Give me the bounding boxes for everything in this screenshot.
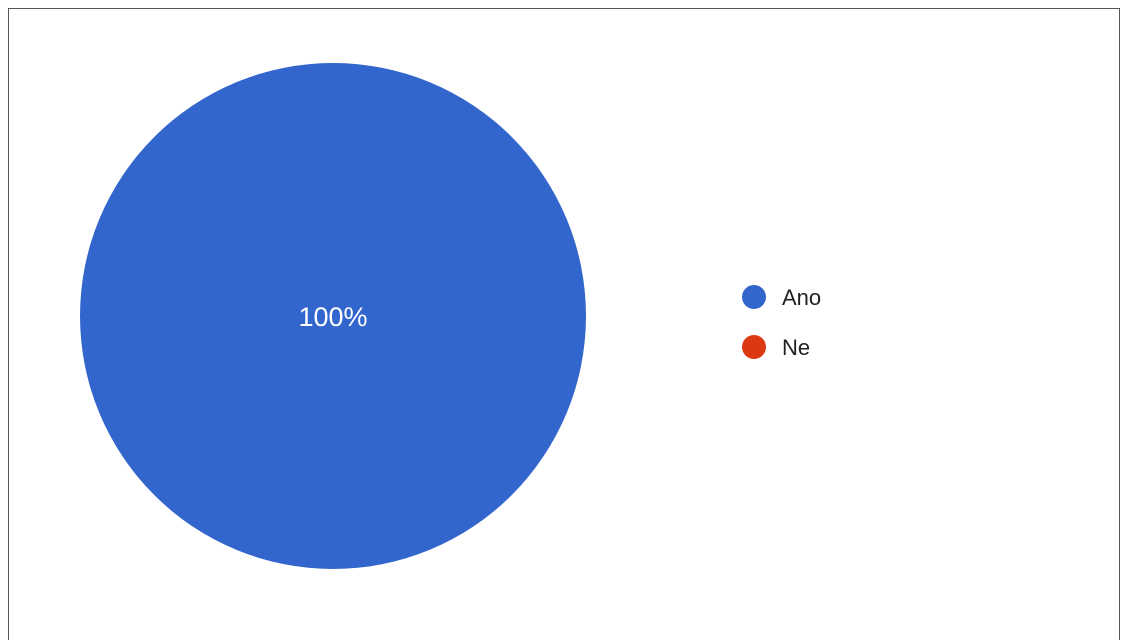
legend-marker-ne <box>742 335 766 359</box>
legend-item-ne[interactable]: Ne <box>742 335 810 360</box>
pie-data-labels: 100% <box>298 302 367 332</box>
legend-marker-ano <box>742 285 766 309</box>
pie-slice-ano[interactable] <box>80 63 586 569</box>
legend-item-ano[interactable]: Ano <box>742 285 821 310</box>
pie-data-label-ano: 100% <box>298 302 367 332</box>
legend: Ano Ne <box>742 285 821 360</box>
legend-label-ano: Ano <box>782 285 821 310</box>
pie-slices <box>80 63 586 569</box>
legend-label-ne: Ne <box>782 335 810 360</box>
